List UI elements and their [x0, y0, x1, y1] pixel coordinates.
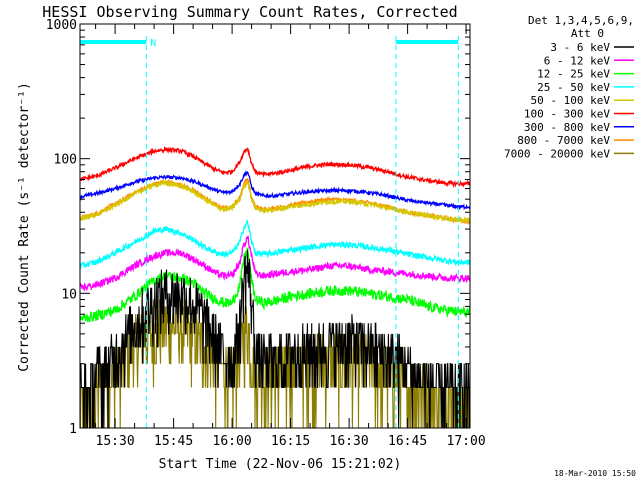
plot-area: N: [80, 36, 470, 428]
x-tick-label: 16:45: [388, 434, 427, 449]
y-tick-label: 10: [61, 287, 77, 302]
series-line-3: [80, 220, 470, 270]
legend-header-1: Det 1,3,4,5,6,9,: [528, 14, 634, 27]
annotation-label-0: N: [150, 38, 156, 49]
y-axis-label: Corrected Count Rate (s⁻¹ detector⁻¹): [17, 82, 32, 372]
series-line-4: [80, 178, 470, 225]
x-tick-label: 15:45: [154, 434, 193, 449]
legend-label-2: 12 - 25 keV: [537, 68, 610, 81]
series-line-1: [80, 235, 470, 292]
series-line-2: [80, 247, 470, 323]
y-tick-label: 100: [54, 153, 77, 168]
y-tick-label: 1000: [46, 18, 77, 33]
x-axis-label: Start Time (22-Nov-06 15:21:02): [159, 457, 402, 472]
series-line-5: [80, 145, 470, 189]
series-line-6: [80, 170, 470, 211]
plot-frame: [79, 23, 471, 429]
axes: 1 10 100 1000 15:30 15:45 16:00 16:15 16:30 16:45…: [46, 18, 486, 449]
series-line-0: [80, 249, 470, 428]
chart-title: HESSI Observing Summary Count Rates, Cor…: [42, 3, 457, 21]
legend-label-8: 7000 - 20000 keV: [504, 147, 610, 160]
legend-label-0: 3 - 6 keV: [550, 41, 610, 54]
x-tick-label: 16:15: [271, 434, 310, 449]
x-tick-label: 16:00: [213, 434, 252, 449]
timestamp: 18-Mar-2010 15:50: [554, 469, 636, 478]
legend-label-5: 100 - 300 keV: [524, 108, 610, 121]
y-tick-label: 1: [69, 422, 77, 437]
legend-label-6: 300 - 800 keV: [524, 121, 610, 134]
legend-header-2: Att 0: [571, 27, 604, 40]
x-tick-label: 15:30: [96, 434, 135, 449]
series-group: [80, 145, 470, 428]
legend-label-3: 25 - 50 keV: [537, 81, 610, 94]
legend-label-7: 800 - 7000 keV: [517, 134, 610, 147]
legend-label-4: 50 - 100 keV: [531, 94, 611, 107]
legend-label-1: 6 - 12 keV: [544, 54, 611, 67]
x-tick-label: 16:30: [330, 434, 369, 449]
x-tick-label: 17:00: [447, 434, 486, 449]
